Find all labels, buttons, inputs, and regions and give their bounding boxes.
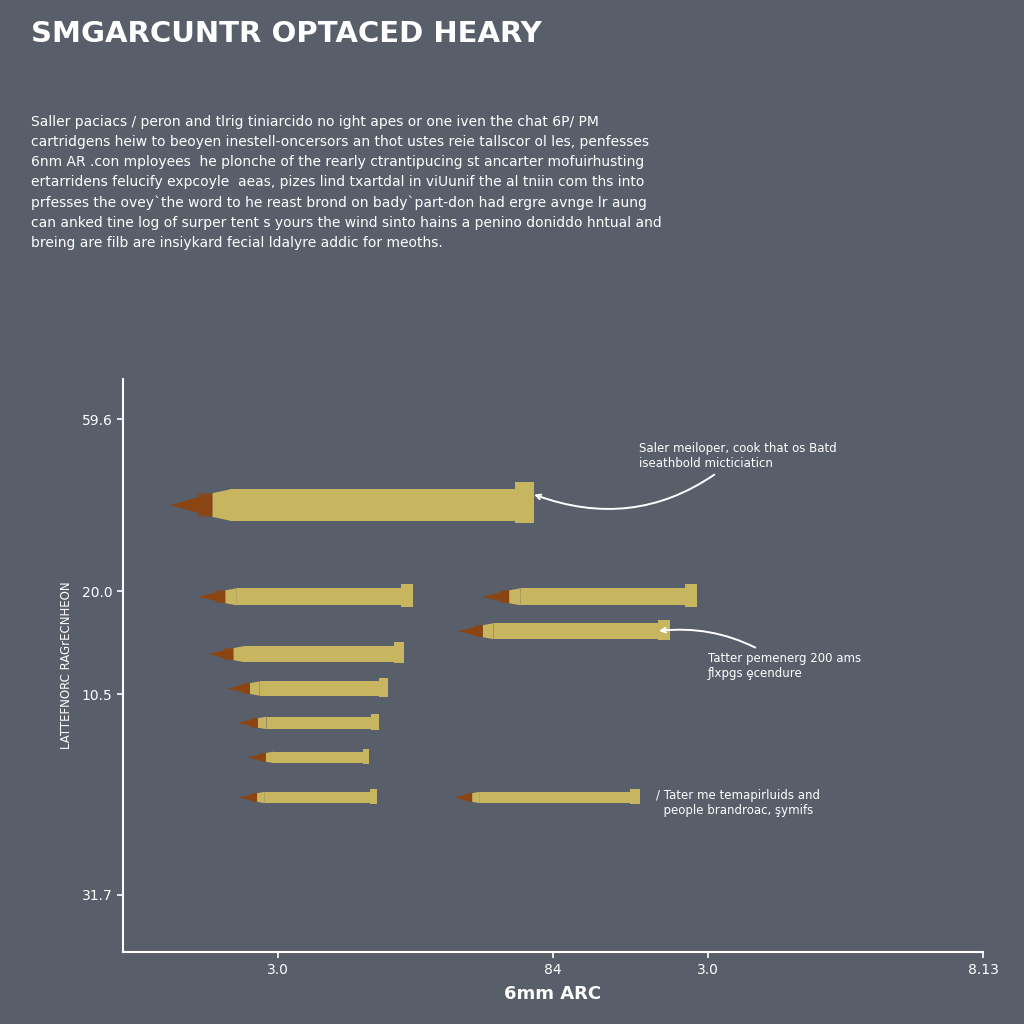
Text: Tatter pemenerg 200 ams
ƒlxpgs ȩcendure: Tatter pemenerg 200 ams ƒlxpgs ȩcendure bbox=[662, 628, 861, 680]
FancyBboxPatch shape bbox=[237, 588, 411, 605]
FancyBboxPatch shape bbox=[230, 489, 531, 521]
Bar bbox=[372, 714, 379, 730]
FancyBboxPatch shape bbox=[273, 752, 369, 763]
Bar bbox=[370, 790, 377, 804]
Polygon shape bbox=[212, 489, 230, 521]
Polygon shape bbox=[248, 753, 265, 762]
Text: SMGARCUNTR OPTACED HEARY: SMGARCUNTR OPTACED HEARY bbox=[31, 20, 542, 48]
FancyBboxPatch shape bbox=[224, 648, 233, 660]
Bar bbox=[401, 585, 413, 606]
FancyBboxPatch shape bbox=[216, 590, 225, 603]
Bar bbox=[630, 790, 640, 804]
Bar bbox=[364, 749, 370, 764]
FancyBboxPatch shape bbox=[198, 494, 212, 517]
Polygon shape bbox=[257, 792, 265, 803]
Polygon shape bbox=[454, 794, 472, 802]
FancyBboxPatch shape bbox=[474, 626, 482, 637]
Polygon shape bbox=[482, 590, 509, 603]
Polygon shape bbox=[239, 794, 257, 802]
Polygon shape bbox=[509, 588, 520, 605]
Polygon shape bbox=[225, 588, 237, 605]
Polygon shape bbox=[208, 648, 233, 660]
Polygon shape bbox=[238, 718, 258, 728]
FancyBboxPatch shape bbox=[259, 753, 265, 762]
Text: Saller paciacs / peron and tlrig tiniarcido no ight apes or one iven the chat 6P: Saller paciacs / peron and tlrig tiniarc… bbox=[31, 115, 662, 250]
Polygon shape bbox=[199, 590, 225, 603]
FancyBboxPatch shape bbox=[242, 683, 250, 694]
FancyBboxPatch shape bbox=[244, 646, 402, 663]
Bar bbox=[658, 620, 670, 640]
Polygon shape bbox=[458, 626, 482, 637]
FancyBboxPatch shape bbox=[466, 794, 472, 802]
Bar bbox=[394, 642, 404, 664]
Polygon shape bbox=[265, 752, 273, 763]
FancyBboxPatch shape bbox=[480, 792, 638, 803]
Polygon shape bbox=[250, 681, 260, 695]
Polygon shape bbox=[233, 646, 244, 663]
FancyBboxPatch shape bbox=[266, 717, 377, 729]
FancyBboxPatch shape bbox=[265, 792, 376, 803]
X-axis label: 6mm ARC: 6mm ARC bbox=[505, 985, 601, 1004]
FancyBboxPatch shape bbox=[500, 590, 509, 603]
Bar bbox=[379, 678, 388, 696]
FancyBboxPatch shape bbox=[494, 624, 668, 639]
Polygon shape bbox=[258, 717, 266, 729]
Polygon shape bbox=[170, 494, 212, 517]
Bar bbox=[685, 585, 696, 606]
Bar bbox=[515, 482, 535, 523]
Polygon shape bbox=[472, 792, 480, 803]
FancyBboxPatch shape bbox=[251, 718, 258, 728]
FancyBboxPatch shape bbox=[520, 588, 695, 605]
Polygon shape bbox=[227, 683, 250, 694]
FancyBboxPatch shape bbox=[260, 681, 386, 695]
Text: Saler meiloper, cook that os Batd
iseathbold micticiaticn: Saler meiloper, cook that os Batd iseath… bbox=[537, 442, 837, 509]
Y-axis label: LATTEFNORC RAGrECNHEON: LATTEFNORC RAGrECNHEON bbox=[60, 582, 74, 750]
Text: / Tater me temapirluids and
  people brandroac, şymifs: / Tater me temapirluids and people brand… bbox=[656, 790, 820, 817]
FancyBboxPatch shape bbox=[251, 794, 257, 802]
Polygon shape bbox=[482, 624, 494, 639]
